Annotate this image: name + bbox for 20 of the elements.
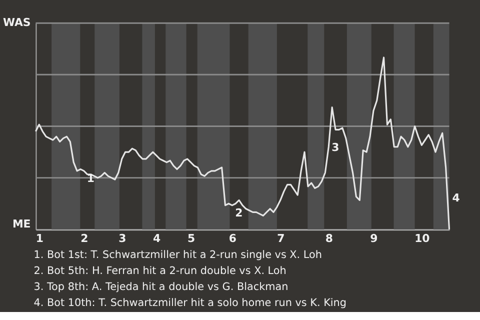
ref-line-label: WAS (2, 16, 31, 30)
x-tick-label: 1 (36, 232, 44, 245)
text: 1. Bot 1st: T. Schwartzmiller hit a 2-run single vs X. Loh (34, 249, 322, 262)
x-tick-label: 8 (325, 232, 333, 245)
x-tick-label: 5 (187, 232, 196, 245)
x-tick-label: 10 (414, 232, 430, 245)
text: 2. Bot 5th: H. Ferran hit a 2-run double vs X. Loh (34, 265, 286, 278)
annotation: 3 (332, 141, 340, 154)
x-tick-label: 2 (80, 232, 88, 245)
text: 4 (452, 191, 460, 204)
annotation: 1 (86, 172, 95, 186)
text: 4. Bot 10th: T. Schwartzmiller hit a solo home run vs K. King (34, 296, 346, 309)
text: 3. Top 8th: A. Tejeda hit a double vs G. Blackman (34, 280, 288, 293)
x-tick-label: 7 (277, 232, 285, 245)
text: ME (12, 217, 31, 230)
x-tick-label: 3 (118, 232, 126, 245)
annotation: 2 (235, 206, 243, 220)
x-tick-label: 6 (228, 232, 236, 245)
x-tick-label: 4 (153, 232, 162, 245)
x-tick-label: 9 (370, 232, 378, 245)
